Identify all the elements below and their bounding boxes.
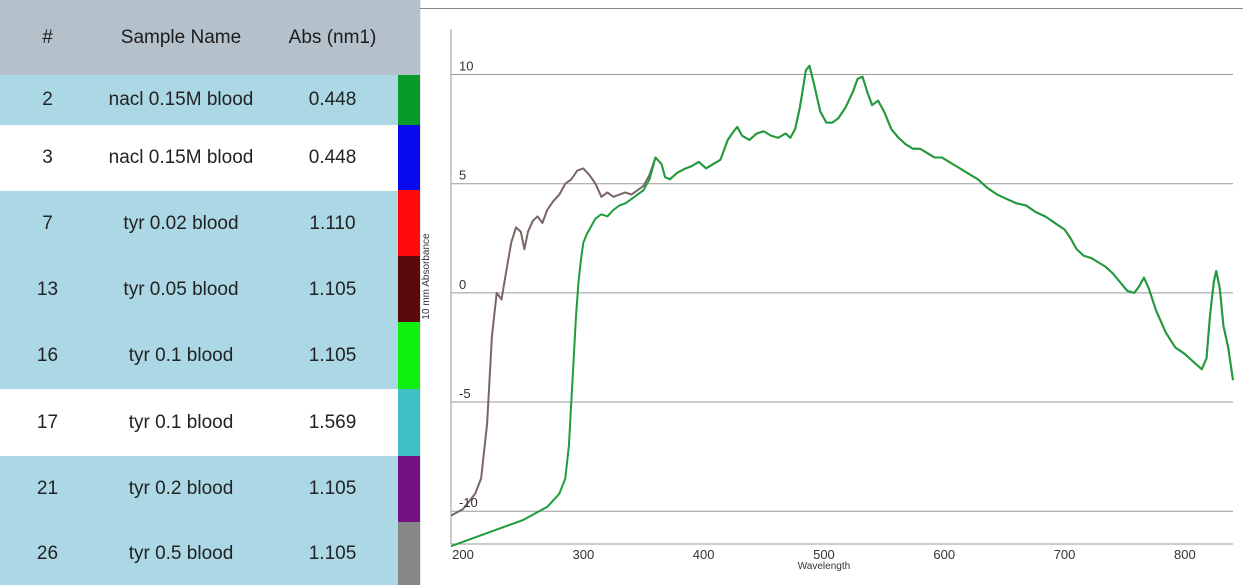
table-row[interactable]: 2 nacl 0.15M blood 0.448 bbox=[0, 75, 398, 125]
row-sample-name: nacl 0.15M blood bbox=[108, 89, 254, 110]
chart-grid bbox=[451, 74, 1233, 512]
series-layer bbox=[450, 64, 1234, 548]
y-tick-label: 10 bbox=[459, 59, 473, 74]
x-tick-label: 600 bbox=[933, 547, 955, 562]
table-row[interactable]: 26 tyr 0.5 blood 1.105 bbox=[0, 522, 398, 585]
row-sample-name: tyr 0.02 blood bbox=[123, 213, 239, 234]
x-tick-label: 400 bbox=[693, 547, 715, 562]
y-axis-label: 10 mm Absorbance bbox=[421, 233, 432, 320]
row-number: 2 bbox=[42, 89, 53, 110]
x-tick-label: 700 bbox=[1054, 547, 1076, 562]
row-abs-value: 0.448 bbox=[308, 147, 357, 168]
row-sample-name: tyr 0.2 blood bbox=[128, 478, 234, 499]
table-row[interactable]: 21 tyr 0.2 blood 1.105 bbox=[0, 456, 398, 522]
series-color-swatch[interactable] bbox=[398, 190, 420, 256]
series-color-swatch[interactable] bbox=[398, 125, 420, 190]
row-sample-name: tyr 0.1 blood bbox=[128, 411, 234, 433]
column-header-sample-name[interactable]: Sample Name bbox=[120, 27, 242, 48]
table-header: # Sample Name Abs (nm1) bbox=[0, 0, 420, 75]
row-abs-value: 1.105 bbox=[308, 478, 357, 499]
row-number: 16 bbox=[36, 345, 59, 366]
row-number: 26 bbox=[36, 542, 59, 564]
y-tick-label: 5 bbox=[459, 168, 466, 183]
row-sample-name: tyr 0.05 blood bbox=[123, 279, 239, 300]
table-row[interactable]: 16 tyr 0.1 blood 1.105 bbox=[0, 323, 398, 389]
series-color-swatch[interactable] bbox=[398, 389, 420, 456]
x-tick-label: 300 bbox=[572, 547, 594, 562]
table-row[interactable]: 3 nacl 0.15M blood 0.448 bbox=[0, 125, 398, 191]
row-number: 21 bbox=[36, 478, 59, 499]
series-color-swatch[interactable] bbox=[398, 322, 420, 389]
column-header-number[interactable]: # bbox=[42, 27, 53, 48]
series-color-swatch[interactable] bbox=[398, 456, 420, 522]
row-number: 17 bbox=[36, 411, 59, 433]
x-tick-label: 500 bbox=[813, 547, 835, 562]
row-abs-value: 1.105 bbox=[308, 345, 357, 366]
absorbance-chart: 10 5 0 -5 -10 200 300 400 500 600 700 800 10 mm Ab… bbox=[421, 29, 1234, 572]
y-tick-label: 0 bbox=[459, 277, 466, 292]
column-header-abs[interactable]: Abs (nm1) bbox=[288, 27, 377, 48]
table-row[interactable]: 17 tyr 0.1 blood 1.569 bbox=[0, 389, 398, 456]
series-color-swatch[interactable] bbox=[398, 256, 420, 322]
y-tick-labels: 10 5 0 -5 -10 bbox=[459, 59, 478, 511]
row-sample-name: tyr 0.5 blood bbox=[128, 542, 234, 564]
row-sample-name: tyr 0.1 blood bbox=[128, 345, 234, 366]
y-tick-label: -5 bbox=[459, 386, 471, 401]
row-abs-value: 0.448 bbox=[308, 89, 357, 110]
series-color-swatch[interactable] bbox=[398, 75, 420, 125]
table-row[interactable]: 7 tyr 0.02 blood 1.110 bbox=[0, 191, 398, 257]
x-tick-label: 200 bbox=[452, 547, 474, 562]
row-abs-value: 1.105 bbox=[308, 542, 357, 564]
series-color-swatch[interactable] bbox=[398, 522, 420, 585]
sample-table: # Sample Name Abs (nm1) 2 nacl 0.15M bloo… bbox=[0, 0, 421, 585]
x-axis-label: Wavelength bbox=[798, 561, 850, 572]
x-tick-label: 800 bbox=[1174, 547, 1196, 562]
x-tick-labels: 200 300 400 500 600 700 800 bbox=[452, 547, 1196, 562]
row-number: 13 bbox=[36, 279, 59, 300]
table-row[interactable]: 13 tyr 0.05 blood 1.105 bbox=[0, 257, 398, 323]
row-abs-value: 1.105 bbox=[308, 279, 357, 300]
y-tick-label: -10 bbox=[459, 495, 478, 510]
row-abs-value: 1.569 bbox=[308, 411, 357, 433]
row-number: 3 bbox=[42, 147, 53, 168]
row-abs-value: 1.110 bbox=[309, 213, 356, 234]
row-number: 7 bbox=[42, 213, 53, 234]
row-sample-name: nacl 0.15M blood bbox=[108, 147, 254, 168]
series-line-1 bbox=[450, 64, 1234, 548]
top-divider bbox=[420, 8, 1243, 9]
